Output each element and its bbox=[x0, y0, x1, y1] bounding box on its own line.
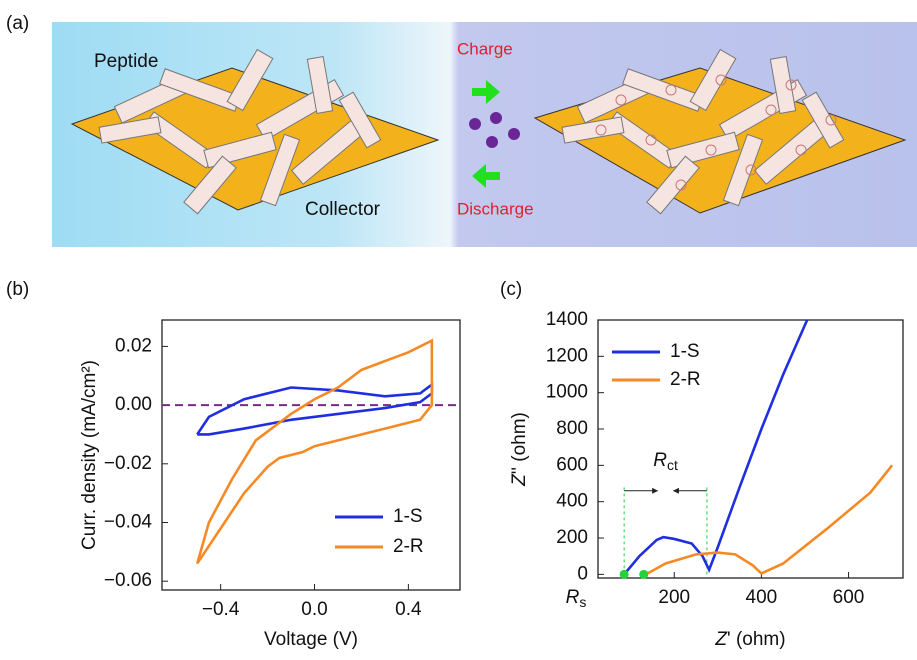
x-tick-label: 0.4 bbox=[395, 599, 422, 620]
y-tick-label: 0.02 bbox=[115, 335, 152, 356]
legend-label: 1-S bbox=[393, 506, 423, 527]
y-tick-label: 1000 bbox=[546, 382, 588, 403]
collector-label: Collector bbox=[305, 199, 381, 220]
x-tick-label: 200 bbox=[658, 587, 690, 608]
legend-label: 1-S bbox=[670, 341, 700, 362]
series-line bbox=[646, 465, 892, 574]
axis-label: Curr. density (mA/cm²) bbox=[79, 360, 100, 550]
axes-frame bbox=[598, 320, 903, 578]
label-part: R bbox=[566, 587, 580, 608]
discharge-label: Discharge bbox=[457, 199, 534, 218]
legend-label: 2-R bbox=[393, 536, 424, 557]
axis-label: Z'' (ohm) bbox=[509, 412, 530, 487]
y-tick-label: 0 bbox=[577, 563, 588, 584]
y-tick-label: 800 bbox=[556, 418, 588, 439]
figure: Peptide Collector Charge Discharge (a) (… bbox=[0, 0, 917, 655]
series-line bbox=[197, 341, 432, 564]
y-tick-label: 200 bbox=[556, 527, 588, 548]
x-tick-label: 400 bbox=[746, 587, 778, 608]
x-tick-label: 0.0 bbox=[301, 599, 327, 620]
label-part: '' (ohm) bbox=[509, 412, 530, 474]
y-tick-label: 600 bbox=[556, 454, 588, 475]
axis-label: Rct bbox=[653, 450, 678, 473]
axis-label: Rs bbox=[566, 587, 587, 610]
y-tick-label: 1400 bbox=[546, 309, 588, 330]
legend-label: 2-R bbox=[670, 369, 701, 390]
panel-label: (a) bbox=[6, 13, 29, 34]
x-tick-label: −0.4 bbox=[202, 599, 240, 620]
panel-label: (c) bbox=[500, 279, 522, 300]
label-part: R bbox=[653, 450, 667, 471]
rs-marker bbox=[639, 570, 648, 579]
panel-label: (b) bbox=[6, 279, 29, 300]
y-tick-label: −0.06 bbox=[104, 570, 152, 591]
peptide-label: Peptide bbox=[94, 51, 158, 72]
y-tick-label: 400 bbox=[556, 491, 588, 512]
y-tick-label: 0.00 bbox=[115, 394, 152, 415]
axis-label: Z' (ohm) bbox=[714, 629, 785, 650]
y-tick-label: −0.02 bbox=[104, 453, 152, 474]
y-tick-label: 1200 bbox=[546, 345, 588, 366]
y-tick-label: −0.04 bbox=[104, 512, 153, 533]
x-tick-label: 600 bbox=[833, 587, 865, 608]
label-part: s bbox=[579, 594, 586, 610]
label-part: ' (ohm) bbox=[727, 629, 786, 650]
label-part: ct bbox=[667, 456, 678, 472]
axis-label: Voltage (V) bbox=[264, 629, 358, 650]
rs-marker bbox=[620, 570, 629, 579]
series-line bbox=[624, 320, 807, 574]
charge-label: Charge bbox=[457, 39, 513, 58]
